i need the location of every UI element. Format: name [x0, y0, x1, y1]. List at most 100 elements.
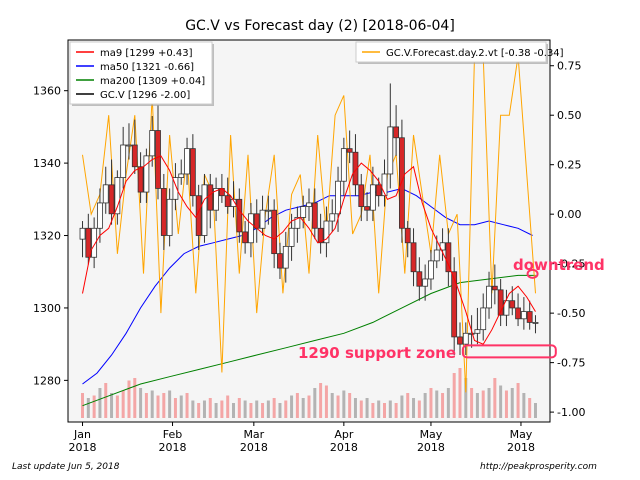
volume-bar: [336, 395, 340, 418]
volume-bar: [382, 403, 386, 418]
candle-body: [248, 213, 254, 244]
plot-frame: [67, 39, 551, 423]
footer-url: http://peakprosperity.com: [480, 462, 597, 472]
candle-body: [143, 155, 150, 193]
x-tick-label-year: 2018: [69, 441, 97, 454]
legend-left-label: ma200 [1309 +0.04]: [100, 76, 205, 87]
volume-bar: [150, 390, 154, 418]
legend-left-label: GC.V [1296 -2.00]: [100, 90, 190, 101]
candle-body: [323, 220, 330, 244]
footer-last-update: Last update Jun 5, 2018: [12, 462, 120, 472]
volume-bar: [330, 393, 334, 418]
volume-bar: [377, 400, 381, 418]
volume-bar: [359, 400, 363, 418]
candle-body: [230, 198, 237, 207]
volume-bar: [481, 390, 485, 418]
volume-bar: [86, 398, 90, 418]
volume-bar: [249, 403, 253, 418]
candle-body: [311, 202, 318, 229]
x-tick-label-month: May: [420, 428, 443, 441]
volume-bar: [324, 385, 328, 418]
volume-bar: [214, 403, 218, 418]
y-left-tick-label: 1340: [33, 157, 61, 170]
volume-bar: [441, 393, 445, 418]
volume-bar: [232, 403, 236, 418]
candle-body: [369, 184, 376, 211]
candle-body: [184, 148, 190, 175]
candle-body: [474, 329, 481, 334]
volume-bar: [156, 395, 160, 418]
volume-bar: [435, 390, 439, 418]
y-right-tick-label: 0.75: [557, 60, 582, 73]
volume-bar: [504, 390, 508, 418]
candle-body: [114, 177, 121, 215]
volume-bar: [290, 395, 294, 418]
x-tick-label-year: 2018: [507, 441, 535, 454]
chart-title: GC.V vs Forecast day (2) [2018-06-04]: [185, 18, 455, 34]
candle-body: [509, 300, 516, 309]
volume-bar: [307, 395, 311, 418]
candle-body: [137, 166, 144, 193]
candle-body: [317, 227, 324, 244]
y-right-tick-label: -0.75: [557, 357, 585, 370]
volume-bar: [237, 398, 241, 418]
y-right-tick-label: 0.25: [557, 159, 582, 172]
candle-body: [224, 195, 231, 207]
legend-left-label: ma50 [1321 -0.66]: [100, 62, 194, 73]
candle-body: [189, 148, 196, 197]
volume-bar: [179, 395, 183, 418]
candle-body: [91, 227, 98, 258]
candle-body: [335, 180, 341, 215]
candle-body: [451, 271, 458, 338]
y-left-tick-label: 1320: [33, 230, 61, 243]
candle-body: [497, 289, 504, 316]
volume-bar: [429, 388, 433, 418]
candle-body: [178, 173, 185, 178]
candle-body: [155, 130, 161, 189]
candle-body: [160, 188, 167, 236]
volume-bar: [261, 403, 265, 418]
y-left-tick-label: 1280: [33, 374, 61, 387]
candle-body: [253, 213, 260, 229]
x-tick-label-year: 2018: [159, 441, 187, 454]
candle-body: [503, 300, 510, 316]
candle-body: [515, 307, 521, 320]
x-tick-label-month: Apr: [334, 428, 354, 441]
y-left-tick-label: 1360: [33, 85, 61, 98]
volume-bar: [301, 398, 305, 418]
volume-bar: [173, 398, 177, 418]
candle-body: [462, 332, 469, 345]
volume-bar: [313, 388, 317, 418]
candle-body: [108, 184, 115, 215]
volume-bar: [510, 388, 514, 418]
candle-body: [213, 188, 219, 211]
candle-body: [126, 144, 132, 147]
series-line-ma200: [82, 274, 536, 407]
volume-bar: [516, 383, 520, 418]
support-zone-box: [461, 344, 557, 359]
candle-body: [79, 227, 86, 240]
volume-bar: [417, 400, 421, 418]
volume-bar: [115, 395, 119, 418]
candle-body: [201, 184, 208, 236]
candle-body: [381, 173, 388, 197]
legend-left-label: ma9 [1299 +0.43]: [100, 48, 193, 59]
series-line-ma9: [82, 155, 536, 345]
candle-body: [433, 249, 440, 262]
x-tick-label-year: 2018: [240, 441, 268, 454]
y-right-tick-label: -0.25: [557, 258, 585, 271]
volume-bar: [348, 393, 352, 418]
y-right-tick-label: -1.00: [557, 406, 585, 419]
candle-body: [149, 130, 156, 157]
candle-body: [399, 137, 405, 229]
candle-body: [532, 322, 539, 324]
candle-body: [242, 231, 249, 244]
volume-bar: [127, 380, 131, 418]
candle-body: [294, 217, 301, 229]
annotation-support-zone: 1290 support zone: [298, 344, 456, 362]
candle-body: [486, 285, 492, 309]
volume-bar: [191, 400, 195, 418]
candle-body: [520, 311, 527, 320]
candle-body: [120, 144, 127, 178]
volume-bar: [342, 390, 346, 418]
